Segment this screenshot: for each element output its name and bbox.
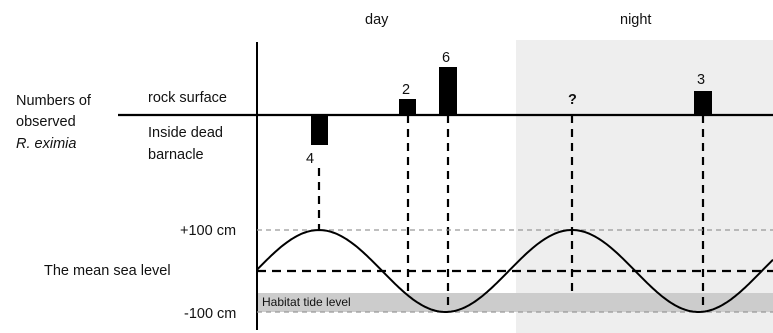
vertical-connectors	[317, 115, 705, 312]
inside-label-line1: Inside dead	[148, 125, 223, 141]
count-label-6: 6	[442, 50, 450, 66]
bar-inside-4	[311, 115, 328, 145]
count-label-4: 4	[306, 151, 314, 167]
y-axis-title-line3: R. eximia	[16, 136, 76, 152]
mean-sea-level-label: The mean sea level	[44, 263, 171, 279]
count-label-2: 2	[402, 82, 410, 98]
count-label-unknown: ?	[568, 92, 577, 108]
minus-100-label: -100 cm	[184, 306, 236, 322]
tide-curve	[256, 228, 773, 313]
plus-100-label: +100 cm	[180, 223, 236, 239]
night-label: night	[620, 12, 651, 28]
habitat-tide-level-label: Habitat tide level	[262, 295, 351, 309]
habitat-tide-band	[257, 293, 773, 312]
y-axis-title-line1: Numbers of	[16, 93, 92, 109]
y-axis-title-line2: observed	[16, 114, 76, 130]
rock-surface-label: rock surface	[148, 90, 227, 106]
bar-surface-6	[439, 67, 457, 115]
bar-surface-3	[694, 91, 712, 115]
night-shading	[516, 40, 773, 333]
day-label: day	[365, 12, 389, 28]
bar-surface-2	[399, 99, 416, 115]
inside-label-line2: barnacle	[148, 147, 204, 163]
count-label-3: 3	[697, 72, 705, 88]
